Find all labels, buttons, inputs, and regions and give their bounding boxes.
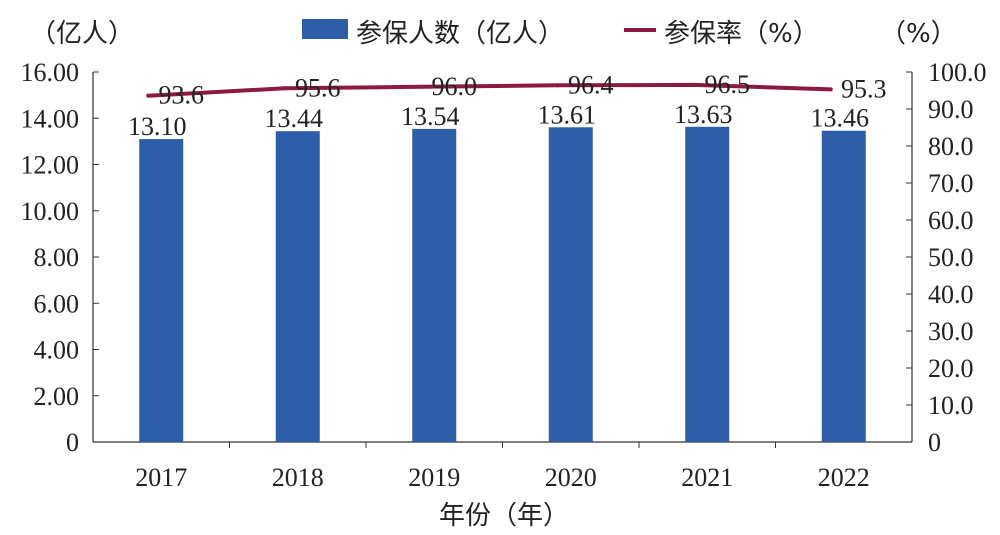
left-tick-label: 14.00	[21, 104, 80, 133]
right-tick-label: 70.0	[928, 169, 974, 198]
bar-value-label: 13.10	[128, 112, 187, 141]
rate-point	[419, 84, 424, 89]
rate-point	[692, 82, 697, 87]
right-tick-label: 80.0	[928, 132, 974, 161]
bar	[412, 128, 457, 442]
data-labels: 13.10 13.44 13.54 13.61 13.63 13.46 93.6 95.6 96…	[128, 70, 887, 141]
rate-value-label: 93.6	[159, 81, 205, 110]
bars	[139, 126, 866, 443]
left-tick-label: 2.00	[34, 382, 80, 411]
left-tick-label: 6.00	[34, 289, 80, 318]
left-axis-unit: （亿人）	[30, 19, 134, 49]
bar-value-label: 13.61	[538, 100, 597, 129]
legend-label-line: 参保率（%）	[664, 19, 819, 49]
x-axis-title: 年份（年）	[439, 501, 569, 531]
right-tick-label: 90.0	[928, 95, 974, 124]
right-tick-label: 10.0	[928, 391, 974, 420]
legend-swatch-bar	[302, 19, 348, 39]
bar	[548, 127, 593, 443]
rate-point	[282, 86, 287, 91]
rate-point	[555, 83, 560, 88]
right-tick-label: 60.0	[928, 206, 974, 235]
x-tick-label: 2021	[681, 463, 733, 492]
rate-point	[146, 93, 151, 98]
rate-point	[828, 87, 833, 92]
right-axis-unit: （%）	[880, 19, 957, 49]
bar-value-label: 13.44	[265, 104, 324, 133]
x-tick-label: 2017	[135, 463, 187, 492]
bar	[821, 130, 866, 443]
rate-line-path	[148, 82, 831, 98]
right-tick-label: 0	[928, 428, 941, 457]
left-tick-label: 0	[66, 428, 79, 457]
right-tick-label: 40.0	[928, 280, 974, 309]
right-tick-label: 20.0	[928, 354, 974, 383]
x-tick-label: 2018	[272, 463, 324, 492]
rate-value-label: 95.6	[295, 73, 341, 102]
bar-value-label: 13.63	[674, 100, 733, 129]
right-tick-label: 50.0	[928, 243, 974, 272]
bar	[275, 131, 320, 442]
right-tick-label: 100.0	[928, 58, 987, 87]
legend: 参保人数（亿人） 参保率（%）	[302, 19, 819, 49]
rate-value-label: 96.4	[568, 70, 614, 99]
left-tick-label: 16.00	[21, 58, 80, 87]
bar-value-label: 13.46	[811, 104, 870, 133]
bar	[685, 126, 730, 443]
left-tick-label: 10.00	[21, 197, 80, 226]
x-tick-label: 2022	[818, 463, 870, 492]
legend-label-bar: 参保人数（亿人）	[356, 19, 564, 49]
rate-value-label: 95.3	[841, 74, 887, 103]
right-tick-label: 30.0	[928, 317, 974, 346]
x-tick-label: 2019	[408, 463, 460, 492]
rate-line	[146, 82, 833, 98]
left-tick-label: 12.00	[21, 151, 80, 180]
left-tick-label: 8.00	[34, 243, 80, 272]
rate-value-label: 96.0	[432, 72, 478, 101]
bar-value-label: 13.54	[401, 102, 460, 131]
x-tick-label: 2020	[545, 463, 597, 492]
axes: 0 2.00 4.00 6.00 8.00 10.00 12.00 14.00 16.00 0 10…	[21, 58, 987, 492]
left-tick-label: 4.00	[34, 336, 80, 365]
rate-value-label: 96.5	[705, 70, 751, 99]
bar	[139, 139, 184, 442]
